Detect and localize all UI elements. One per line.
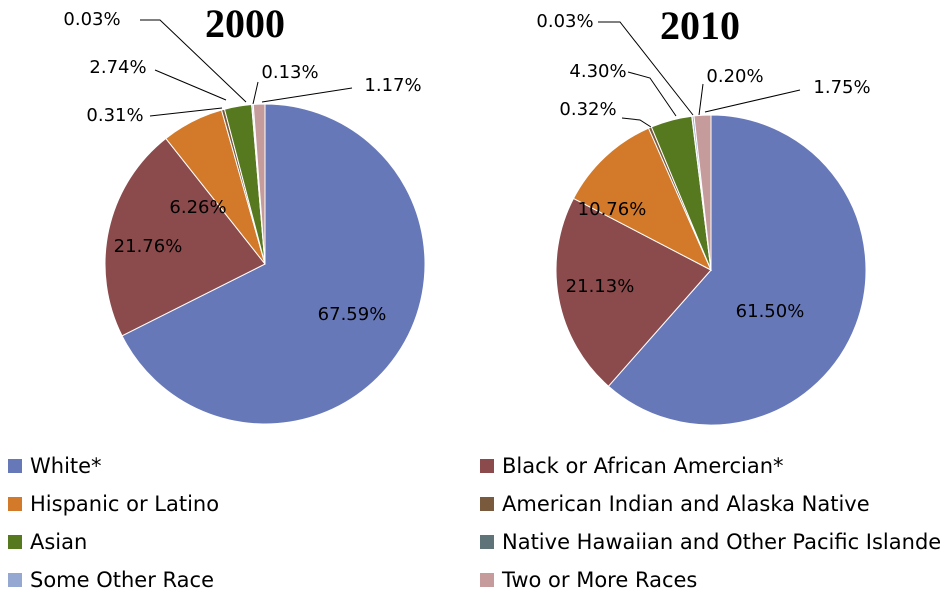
data-label: 6.26% — [169, 197, 226, 218]
data-label: 1.17% — [364, 75, 421, 96]
pie-slice — [607, 114, 867, 426]
legend-swatch — [480, 573, 494, 587]
legend-label: Hispanic or Latino — [30, 492, 219, 516]
data-label: 0.20% — [706, 66, 763, 87]
leader-line — [252, 81, 259, 105]
data-label: 1.75% — [813, 77, 870, 98]
data-label: 21.13% — [566, 276, 635, 297]
leader-line — [261, 87, 353, 103]
legend-label: White* — [30, 454, 102, 478]
legend-label: American Indian and Alaska Native — [502, 492, 870, 516]
leader-line — [627, 71, 677, 117]
chart-title: 2000 — [205, 1, 285, 46]
data-label: 0.03% — [536, 11, 593, 32]
chart-title: 2010 — [660, 3, 740, 48]
legend-swatch — [480, 535, 494, 549]
pie-slice — [121, 103, 426, 425]
legend-swatch — [8, 497, 22, 511]
legend-label: Some Other Race — [30, 568, 214, 592]
leader-line — [704, 89, 801, 113]
data-label: 0.03% — [63, 9, 120, 30]
data-label: 0.32% — [559, 99, 616, 120]
pie-slice — [555, 197, 712, 387]
legend-swatch — [480, 459, 494, 473]
leader-line — [698, 83, 704, 116]
leader-line — [154, 69, 227, 101]
data-label: 4.30% — [569, 61, 626, 82]
pie-slice — [572, 127, 713, 272]
data-label: 21.76% — [114, 236, 183, 257]
legend-swatch — [8, 573, 22, 587]
data-label: 61.50% — [736, 301, 805, 322]
pie-slice — [252, 103, 266, 265]
pie-slice — [104, 137, 266, 337]
legend-swatch — [8, 535, 22, 549]
leader-line — [149, 107, 223, 117]
legend-swatch — [8, 459, 22, 473]
data-label: 0.13% — [261, 62, 318, 83]
legend-label: Two or More Races — [501, 568, 697, 592]
data-label: 2.74% — [89, 57, 146, 78]
legend-swatch — [480, 497, 494, 511]
legend-label: Asian — [30, 530, 87, 554]
pie-slice — [693, 114, 712, 271]
data-label: 0.31% — [86, 105, 143, 126]
data-label: 67.59% — [318, 304, 387, 325]
leader-line — [621, 117, 652, 128]
leader-line — [598, 21, 694, 116]
legend-label: Black or African Amercian* — [502, 454, 784, 478]
leader-line — [140, 19, 247, 103]
data-label: 10.76% — [578, 199, 647, 220]
legend-label: Native Hawaiian and Other Pacific Island… — [502, 530, 940, 554]
